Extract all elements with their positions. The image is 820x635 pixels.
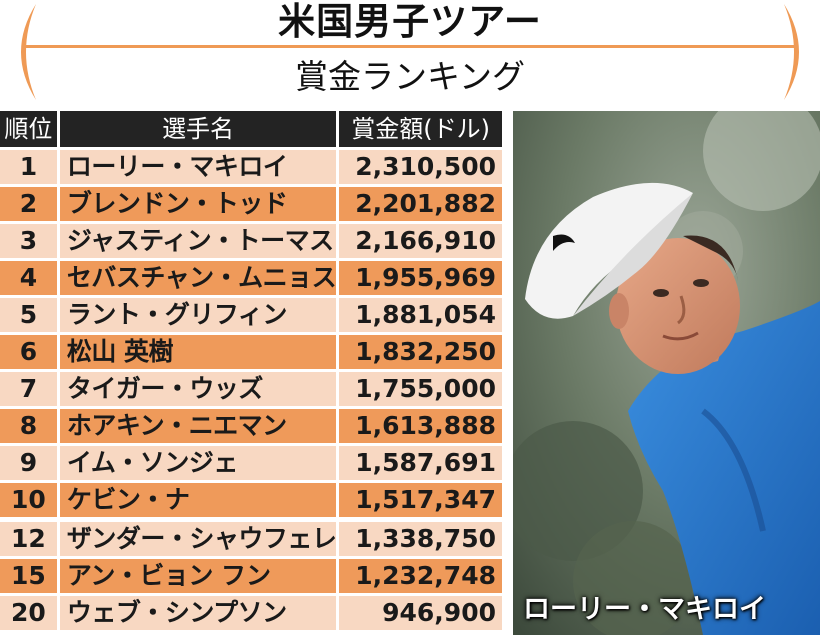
player-name-cell: 松山 英樹 <box>59 335 340 372</box>
left-parenthesis-ornament <box>21 4 36 100</box>
right-parenthesis-ornament <box>784 4 799 100</box>
rank-cell: 20 <box>0 596 60 633</box>
table-row: 2 ブレンドン・トッド 2,201,882 <box>0 187 502 224</box>
prize-money-cell: 1,587,691 <box>339 446 502 483</box>
player-photo-illustration <box>513 111 820 635</box>
page-subtitle: 賞金ランキング <box>294 57 525 96</box>
player-name-cell: ザンダー・シャウフェレ <box>59 520 340 559</box>
prize-money-cell: 1,955,969 <box>339 261 502 298</box>
prize-money-cell: 1,832,250 <box>339 335 502 372</box>
player-name-cell: ラント・グリフィン <box>59 298 340 335</box>
player-name-cell: ウェブ・シンプソン <box>59 596 340 633</box>
player-name-cell: セバスチャン・ムニョス <box>59 261 340 298</box>
player-name-cell: イム・ソンジェ <box>59 446 340 483</box>
prize-money-cell: 1,232,748 <box>339 559 502 596</box>
header: 米国男子ツアー 賞金ランキング <box>0 0 820 104</box>
table-row: 20 ウェブ・シンプソン 946,900 <box>0 596 502 633</box>
rank-cell: 8 <box>0 409 60 446</box>
rank-cell: 6 <box>0 335 60 372</box>
player-name-cell: ジャスティン・トーマス <box>59 224 340 261</box>
prize-money-cell: 1,517,347 <box>339 483 502 520</box>
table-row: 12 ザンダー・シャウフェレ 1,338,750 <box>0 520 502 559</box>
header-divider-line <box>22 45 798 48</box>
table-row: 3 ジャスティン・トーマス 2,166,910 <box>0 224 502 261</box>
page-title: 米国男子ツアー <box>278 0 542 43</box>
rank-cell: 12 <box>0 520 60 559</box>
rank-cell: 9 <box>0 446 60 483</box>
rank-cell: 2 <box>0 187 60 224</box>
player-name-cell: ローリー・マキロイ <box>59 150 340 187</box>
rank-cell: 3 <box>0 224 60 261</box>
player-name-cell: アン・ビョン フン <box>59 559 340 596</box>
prize-money-cell: 2,201,882 <box>339 187 502 224</box>
ranking-table: 順位 選手名 賞金額(ドル) 1 ローリー・マキロイ 2,310,500 2 ブ… <box>0 111 502 633</box>
prize-money-cell: 946,900 <box>339 596 502 633</box>
column-header-rank: 順位 <box>0 111 60 150</box>
rank-cell: 10 <box>0 483 60 520</box>
column-header-player: 選手名 <box>59 111 340 150</box>
prize-money-cell: 1,613,888 <box>339 409 502 446</box>
player-name-cell: ケビン・ナ <box>59 483 340 520</box>
rank-cell: 5 <box>0 298 60 335</box>
prize-money-cell: 1,338,750 <box>339 520 502 559</box>
photo-caption: ローリー・マキロイ <box>523 594 766 625</box>
player-name-cell: ブレンドン・トッド <box>59 187 340 224</box>
table-row: 7 タイガー・ウッズ 1,755,000 <box>0 372 502 409</box>
rank-cell: 15 <box>0 559 60 596</box>
rank-cell: 1 <box>0 150 60 187</box>
table-header-row: 順位 選手名 賞金額(ドル) <box>0 111 502 150</box>
table-row: 8 ホアキン・ニエマン 1,613,888 <box>0 409 502 446</box>
player-name-cell: タイガー・ウッズ <box>59 372 340 409</box>
rank-cell: 4 <box>0 261 60 298</box>
prize-money-cell: 1,881,054 <box>339 298 502 335</box>
player-name-cell: ホアキン・ニエマン <box>59 409 340 446</box>
table-row: 5 ラント・グリフィン 1,881,054 <box>0 298 502 335</box>
prize-money-cell: 2,310,500 <box>339 150 502 187</box>
prize-money-cell: 1,755,000 <box>339 372 502 409</box>
column-header-prize-money: 賞金額(ドル) <box>339 111 502 150</box>
table-row: 6 松山 英樹 1,832,250 <box>0 335 502 372</box>
table-row: 1 ローリー・マキロイ 2,310,500 <box>0 150 502 187</box>
prize-money-cell: 2,166,910 <box>339 224 502 261</box>
rank-cell: 7 <box>0 372 60 409</box>
table-row: 9 イム・ソンジェ 1,587,691 <box>0 446 502 483</box>
player-photo: ローリー・マキロイ <box>513 111 820 635</box>
table-row: 15 アン・ビョン フン 1,232,748 <box>0 559 502 596</box>
table-row: 10 ケビン・ナ 1,517,347 <box>0 483 502 520</box>
table-row: 4 セバスチャン・ムニョス 1,955,969 <box>0 261 502 298</box>
